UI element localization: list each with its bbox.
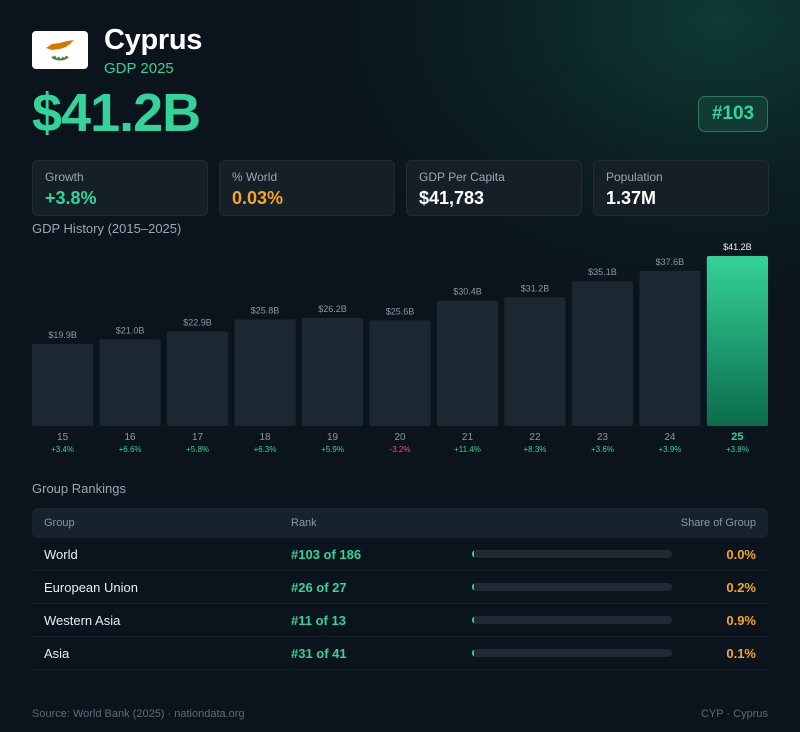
group-name: Asia (44, 646, 70, 661)
stat-value: 0.03% (232, 188, 284, 208)
stat-card-population: Population 1.37M (593, 160, 769, 216)
group-share: 0.2% (726, 580, 756, 595)
group-rank: #11 of 13 (291, 613, 346, 628)
share-bar-fill (472, 550, 474, 558)
share-bar (472, 649, 672, 657)
header-group: Group (44, 517, 75, 529)
stat-value: 1.37M (606, 188, 657, 208)
growth-label: +6.6% (119, 445, 142, 454)
growth-label: +8.3% (524, 445, 547, 454)
x-tick-label: 17 (192, 432, 204, 443)
chart-title: GDP History (2015–2025) (32, 221, 182, 236)
value-label: $25.6B (386, 306, 415, 316)
growth-label: +11.4% (454, 445, 481, 454)
share-bar (472, 550, 672, 558)
growth-label: +5.8% (186, 445, 209, 454)
x-tick-label: 25 (731, 431, 743, 443)
value-label: $26.2B (318, 304, 347, 314)
header-rank: Rank (291, 517, 317, 529)
value-label: $22.9B (183, 318, 212, 328)
share-bar-fill (472, 583, 474, 591)
growth-label: +3.9% (658, 445, 681, 454)
bar-15 (32, 343, 94, 426)
rankings-title: Group Rankings (32, 481, 126, 496)
growth-label: +3.8% (726, 445, 749, 454)
x-tick-label: 16 (125, 432, 137, 443)
group-rank: #103 of 186 (291, 547, 362, 562)
bar-22 (504, 297, 566, 426)
value-label: $30.4B (453, 287, 482, 297)
gdp-value: $41.2B (32, 83, 201, 143)
footer-source: Source: World Bank (2025) · nationdata.o… (32, 708, 245, 720)
cyprus-flag-icon (32, 31, 88, 69)
share-bar-fill (472, 649, 474, 657)
value-label: $21.0B (116, 325, 145, 335)
x-tick-label: 15 (57, 432, 69, 443)
table-row: European Union #26 of 27 0.2% (32, 571, 768, 604)
bar-17 (166, 331, 229, 426)
stat-card-gdp-per-capita: GDP Per Capita $41,783 (406, 160, 582, 216)
growth-label: +6.3% (254, 445, 277, 454)
group-share: 0.9% (726, 613, 756, 628)
header-share: Share of Group (680, 517, 756, 529)
share-bar (472, 583, 672, 591)
stat-card-growth: Growth +3.8% (32, 160, 208, 216)
share-bar-fill (472, 616, 474, 624)
table-row: Western Asia #11 of 13 0.9% (32, 604, 768, 637)
growth-label: +3.4% (51, 445, 74, 454)
growth-label: -3.2% (390, 445, 411, 454)
stat-label: Population (606, 170, 663, 184)
bar-24 (639, 270, 701, 426)
bar-25 (706, 256, 768, 426)
value-label: $35.1B (588, 267, 617, 277)
bar-20 (369, 320, 431, 426)
table-row: World #103 of 186 0.0% (32, 538, 768, 571)
stat-label: GDP Per Capita (419, 170, 505, 184)
value-label: $19.9B (48, 330, 77, 340)
page-subtitle: GDP 2025 (104, 60, 174, 77)
bar-18 (234, 319, 296, 426)
bar-23 (571, 281, 634, 426)
stat-label: % World (232, 170, 278, 184)
group-name: European Union (44, 580, 138, 595)
bar-16 (99, 339, 161, 426)
table-row: Asia #31 of 41 0.1% (32, 637, 768, 670)
group-share: 0.1% (726, 646, 756, 661)
rank-badge: #103 (698, 96, 768, 132)
group-name: Western Asia (44, 613, 121, 628)
group-rank: #26 of 27 (291, 580, 347, 595)
x-tick-label: 23 (597, 432, 609, 443)
growth-label: +3.6% (591, 445, 614, 454)
x-tick-label: 22 (529, 432, 541, 443)
share-bar (472, 616, 672, 624)
value-label: $41.2B (723, 242, 752, 252)
value-label: $31.2B (521, 283, 550, 293)
bar-21 (436, 300, 499, 426)
x-tick-label: 21 (462, 432, 474, 443)
stat-label: Growth (45, 170, 84, 184)
stat-value: $41,783 (419, 188, 485, 208)
x-tick-label: 24 (664, 432, 676, 443)
bar-19 (301, 317, 364, 426)
x-tick-label: 20 (394, 432, 406, 443)
page-title: Cyprus (104, 24, 203, 56)
value-label: $37.6B (656, 257, 685, 267)
stat-card-world-share: % World 0.03% (219, 160, 395, 216)
rankings-table: Group Rank Share of Group World #103 of … (32, 508, 768, 670)
value-label: $25.8B (251, 306, 280, 316)
growth-label: +5.9% (321, 445, 344, 454)
x-tick-label: 19 (327, 432, 339, 443)
stat-value: +3.8% (45, 188, 97, 208)
group-name: World (44, 547, 78, 562)
table-header: Group Rank Share of Group (32, 508, 768, 538)
footer-country-code: CYP · Cyprus (700, 708, 768, 720)
gdp-history-chart: $19.9B 15 +3.4% $21.0B 16 +6.6% $22.9B 17 +5.8% $… (32, 242, 768, 454)
group-rank: #31 of 41 (291, 646, 347, 661)
x-tick-label: 18 (259, 432, 271, 443)
group-share: 0.0% (726, 547, 756, 562)
